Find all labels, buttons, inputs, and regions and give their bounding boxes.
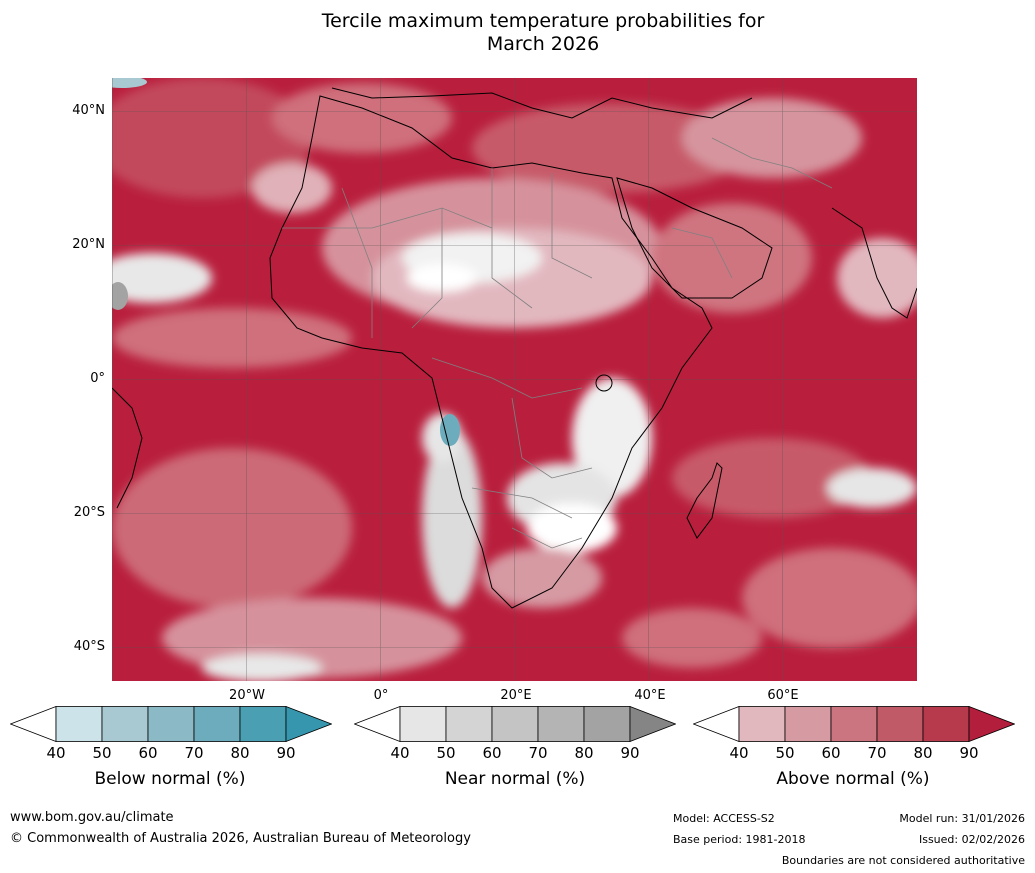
colorbar-bin-2	[101, 706, 149, 742]
colorbar-bin-1	[55, 706, 103, 742]
colorbar-tick-label: 40	[729, 744, 749, 762]
colorbar-tick-label: 80	[574, 744, 594, 762]
colorbar-bin-2	[445, 706, 493, 742]
colorbar-extend-high	[968, 706, 1015, 742]
footer-url[interactable]: www.bom.gov.au/climate	[10, 810, 174, 825]
colorbar-extend-low	[693, 706, 740, 742]
lat-label-0: 0°	[90, 371, 105, 386]
lon-label-20w: 20°W	[229, 688, 265, 703]
colorbar-tick-label: 90	[276, 744, 296, 762]
footer-base-period: Base period: 1981-2018	[673, 833, 806, 846]
colorbar-tick-label: 50	[92, 744, 112, 762]
africa-coast	[269, 95, 713, 609]
colorbar-extend-low	[10, 706, 57, 742]
colorbar-tick-label: 80	[230, 744, 250, 762]
lat-label-20s: 20°S	[73, 505, 105, 520]
footer-model: Model: ACCESS-S2	[673, 812, 775, 825]
arabia-coast	[616, 177, 773, 299]
colorbar-tick-label: 40	[46, 744, 66, 762]
india-coast	[831, 207, 917, 319]
title-line-2: March 2026	[486, 33, 600, 55]
colorbar-bin-5	[922, 706, 970, 742]
south-america-coast	[112, 387, 143, 509]
colorbar-label-near: Near normal (%)	[444, 769, 586, 789]
colorbar-bin-4	[537, 706, 585, 742]
patch-arabia	[652, 203, 812, 313]
europe-coast	[331, 87, 753, 119]
patch-south-2	[622, 608, 762, 668]
colorbar-bin-3	[830, 706, 878, 742]
colorbar-tick-label: 40	[390, 744, 410, 762]
patch-io-3	[742, 548, 917, 648]
patch-sa-1	[112, 448, 352, 608]
patch-eu-2	[472, 103, 752, 193]
patch-na-2	[272, 83, 452, 153]
colorbar-bin-4	[876, 706, 924, 742]
colorbar-extend-low	[354, 706, 401, 742]
colorbar-bin-3	[147, 706, 195, 742]
lon-label-0: 0°	[373, 688, 389, 703]
patch-eu-1	[252, 163, 332, 213]
colorbar-tick-label: 60	[138, 744, 158, 762]
patch-eq-atl-2	[112, 308, 352, 368]
footer-model-run: Model run: 31/01/2026	[899, 812, 1025, 825]
madagascar-coast	[686, 462, 723, 539]
probability-map[interactable]	[112, 78, 917, 681]
colorbar-bin-5	[583, 706, 631, 742]
colorbar-above-normal	[693, 706, 1015, 742]
colorbar-extend-high	[629, 706, 676, 742]
lon-label-60e: 60°E	[767, 688, 799, 703]
colorbar-tick-label: 90	[620, 744, 640, 762]
lake-victoria	[595, 374, 613, 392]
colorbar-tick-label: 70	[528, 744, 548, 762]
lat-label-40s: 40°S	[73, 639, 105, 654]
colorbar-tick-label: 70	[184, 744, 204, 762]
colorbar-bin-1	[399, 706, 447, 742]
patch-io-2	[827, 468, 917, 508]
patch-south-white	[202, 654, 322, 681]
chart-title: Tercile maximum temperature probabilitie…	[243, 10, 843, 56]
colorbar-tick-label: 50	[775, 744, 795, 762]
lon-label-20e: 20°E	[500, 688, 532, 703]
colorbar-bin-1	[738, 706, 786, 742]
colorbar-bin-3	[491, 706, 539, 742]
graticule	[112, 78, 917, 681]
colorbar-label-above: Above normal (%)	[776, 769, 930, 789]
colorbar-label-below: Below normal (%)	[94, 769, 246, 789]
country-borders	[282, 137, 833, 549]
footer-disclaimer: Boundaries are not considered authoritat…	[781, 854, 1025, 867]
colorbar-bin-2	[784, 706, 832, 742]
patch-safrica-1	[527, 503, 617, 553]
footer-copyright: © Commonwealth of Australia 2026, Austra…	[10, 831, 471, 846]
footer-issued: Issued: 02/02/2026	[918, 833, 1025, 846]
colorbar-tick-label: 60	[821, 744, 841, 762]
patch-below-normal-2	[112, 78, 147, 88]
patch-na-1	[112, 78, 312, 198]
colorbar-below-normal	[10, 706, 332, 742]
patch-io-1	[672, 438, 872, 518]
patch-below-normal	[440, 414, 460, 446]
coastlines	[112, 87, 917, 609]
lat-label-40n: 40°N	[72, 103, 105, 118]
title-line-1: Tercile maximum temperature probabilitie…	[321, 10, 765, 32]
patch-near-normal-dark	[112, 282, 128, 310]
colorbar-tick-label: 60	[482, 744, 502, 762]
colorbar-tick-label: 50	[436, 744, 456, 762]
colorbar-bin-5	[239, 706, 287, 742]
patch-eq-atl-1	[112, 253, 212, 303]
lon-label-40e: 40°E	[634, 688, 666, 703]
lat-label-20n: 20°N	[72, 237, 105, 252]
patch-eu-3	[682, 98, 862, 178]
colorbar-extend-high	[285, 706, 332, 742]
colorbar-tick-label: 70	[867, 744, 887, 762]
colorbar-tick-label: 90	[959, 744, 979, 762]
patch-safrica-2	[482, 548, 602, 608]
colorbar-tick-label: 80	[913, 744, 933, 762]
colorbar-near-normal	[354, 706, 676, 742]
patch-benguela	[422, 428, 482, 608]
colorbar-bin-4	[193, 706, 241, 742]
